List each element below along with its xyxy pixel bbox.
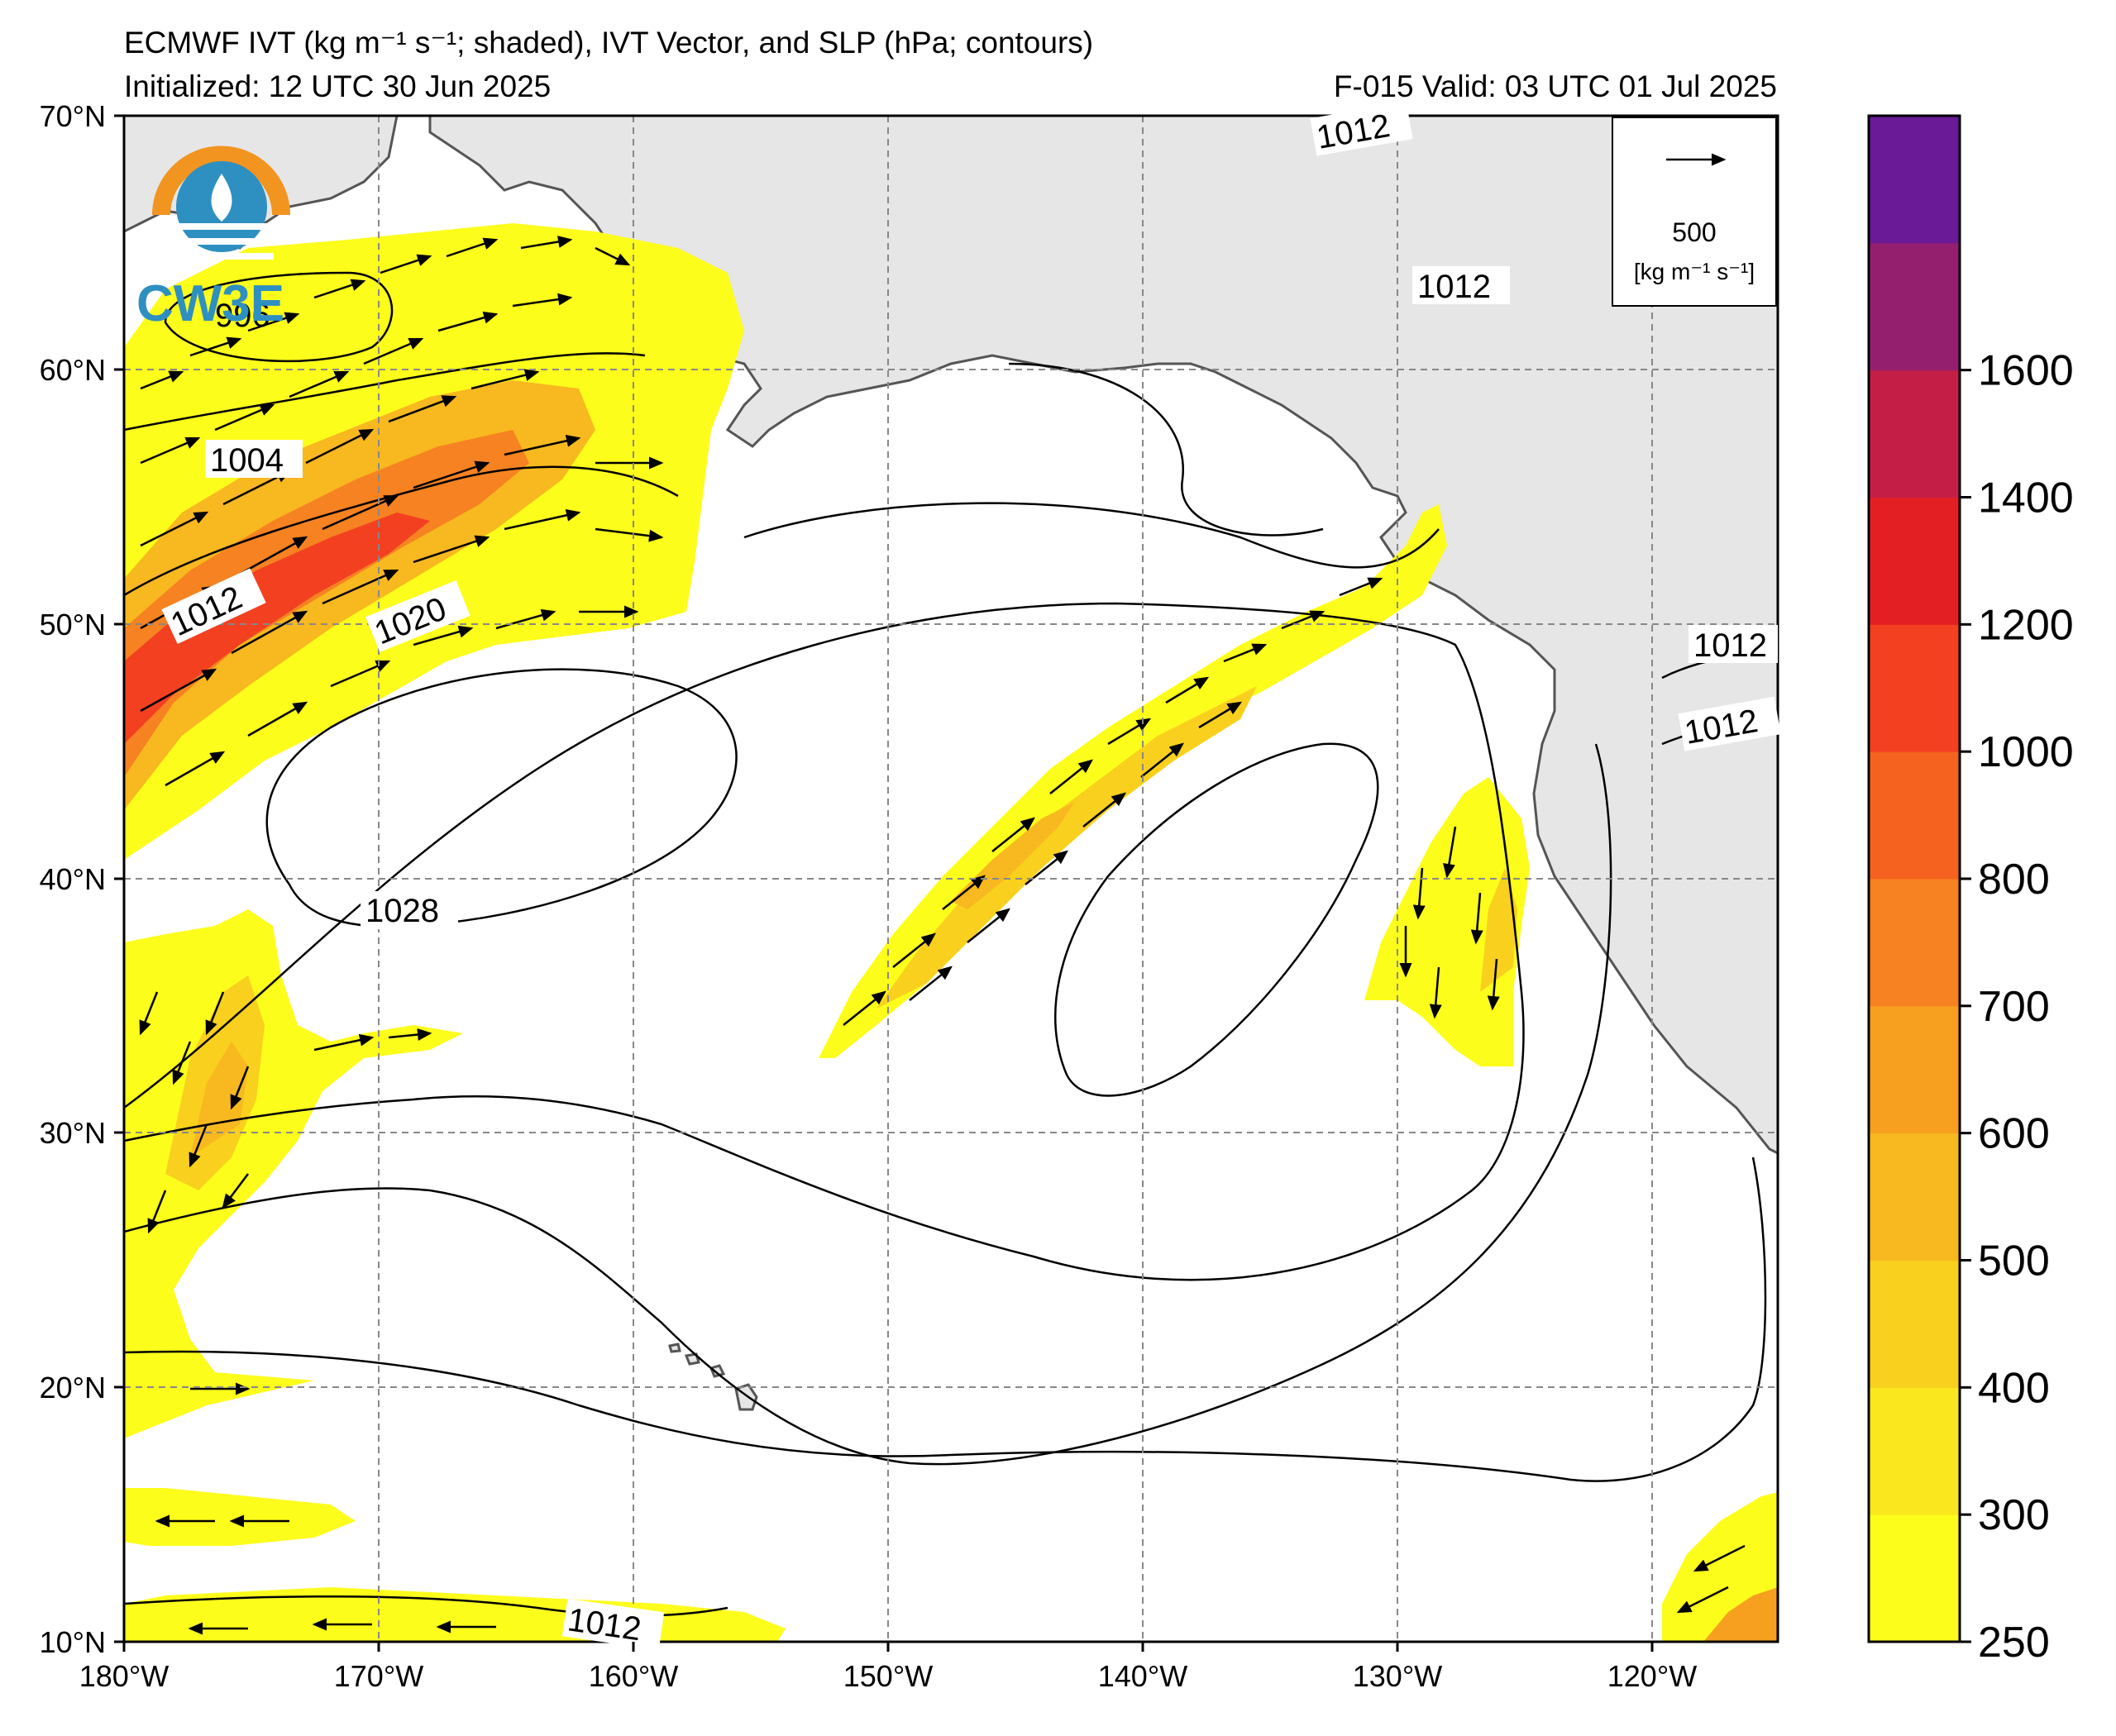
- contour-label-1012-east1: 1012: [1693, 627, 1767, 664]
- ivt-west-plume: [124, 223, 744, 860]
- longitude-labels: 180°W 170°W 160°W 150°W 140°W 130°W 120°…: [79, 1659, 1697, 1693]
- slp-contour-1012: [124, 1157, 1767, 1482]
- colorbar-segment: [1869, 751, 1960, 880]
- lat-label: 50°N: [40, 608, 106, 641]
- lon-ticks: [122, 1642, 1654, 1652]
- slp-contour-low-996: [164, 271, 394, 363]
- slp-contour-1012-west: [124, 465, 679, 597]
- key-value: 500: [1672, 217, 1716, 247]
- lon-label: 170°W: [334, 1659, 423, 1693]
- slp-contour-1028-east: [1054, 742, 1379, 1097]
- colorbar-tick-label: 500: [1978, 1238, 2050, 1285]
- colorbar-segment: [1869, 1514, 1960, 1643]
- colorbar-segment: [1869, 624, 1960, 752]
- valid-time: F-015 Valid: 03 UTC 01 Jul 2025: [1333, 69, 1777, 103]
- contour-label-1012-alaska: 1012: [1417, 269, 1491, 305]
- lat-ticks: [114, 114, 124, 1643]
- colorbar-segment: [1869, 1260, 1960, 1388]
- land-hawaii: [668, 1343, 758, 1411]
- cw3e-logo: CW3E: [136, 145, 290, 332]
- colorbar-segment: [1869, 497, 1960, 625]
- ivt-coastal-plume: [1364, 777, 1530, 1066]
- logo-text: CW3E: [136, 275, 284, 332]
- lat-label: 40°N: [40, 862, 106, 896]
- colorbar: 250 300 400 500 600 700 800 1000 1200 1400 1600: [1867, 114, 2074, 1667]
- colorbar-tick-label: 400: [1978, 1364, 2050, 1412]
- colorbar-segment: [1869, 370, 1960, 498]
- contour-label-1028: 1028: [365, 893, 439, 929]
- init-time: Initialized: 12 UTC 30 Jun 2025: [124, 69, 552, 103]
- colorbar-tick-label: 1400: [1978, 475, 2074, 522]
- ivt-tropical-band-se-core: [1703, 1587, 1778, 1642]
- slp-contour-1016: [124, 743, 1612, 1466]
- slp-contours: [124, 271, 1778, 1617]
- colorbar-tick-label: 1600: [1978, 347, 2074, 395]
- slp-contour-1020: [124, 602, 1525, 1281]
- chart-title: ECMWF IVT (kg m⁻¹ s⁻¹; shaded), IVT Vect…: [124, 26, 1094, 60]
- colorbar-tick-label: 700: [1978, 983, 2050, 1031]
- colorbar-segment: [1869, 242, 1960, 371]
- lon-label: 140°W: [1098, 1659, 1187, 1693]
- lat-label: 30°N: [40, 1116, 106, 1150]
- slp-contour-north: [743, 502, 1440, 569]
- latitude-labels: 70°N 60°N 50°N 40°N 30°N 20°N 10°N: [40, 99, 106, 1659]
- lon-label: 130°W: [1353, 1659, 1442, 1693]
- vector-key: 500 [kg m⁻¹ s⁻¹]: [1612, 117, 1777, 307]
- colorbar-tick-label: 300: [1978, 1491, 2050, 1539]
- key-units: [kg m⁻¹ s⁻¹]: [1634, 259, 1755, 284]
- colorbar-segment: [1869, 1133, 1960, 1261]
- lat-label: 10°N: [40, 1625, 106, 1659]
- colorbar-segment: [1869, 1005, 1960, 1134]
- lon-label: 150°W: [843, 1659, 933, 1693]
- lon-label: 120°W: [1607, 1659, 1697, 1693]
- lat-label: 70°N: [40, 99, 106, 133]
- lon-label: 180°W: [79, 1659, 169, 1693]
- colorbar-tick-label: 600: [1978, 1110, 2050, 1158]
- colorbar-tick-label: 1000: [1978, 728, 2074, 776]
- lon-label: 160°W: [589, 1659, 678, 1693]
- slp-contour-gulf: [1008, 362, 1324, 537]
- colorbar-tick-label: 800: [1978, 856, 2050, 904]
- lat-label: 20°N: [40, 1371, 106, 1405]
- colorbar-segment: [1869, 879, 1960, 1007]
- colorbar-tick-label: 1200: [1978, 601, 2074, 649]
- graticule: [124, 116, 1778, 1642]
- contour-label-1004: 1004: [210, 442, 284, 479]
- slp-contour-low-1004: [124, 352, 646, 432]
- colorbar-segment: [1869, 116, 1960, 244]
- colorbar-segment: [1869, 1387, 1960, 1515]
- colorbar-tick-label: 250: [1978, 1619, 2050, 1667]
- map-area: [124, 116, 1778, 1642]
- contour-label-996: 996: [215, 298, 270, 334]
- lat-label: 60°N: [40, 353, 106, 387]
- ivt-vectors: [139, 236, 1746, 1635]
